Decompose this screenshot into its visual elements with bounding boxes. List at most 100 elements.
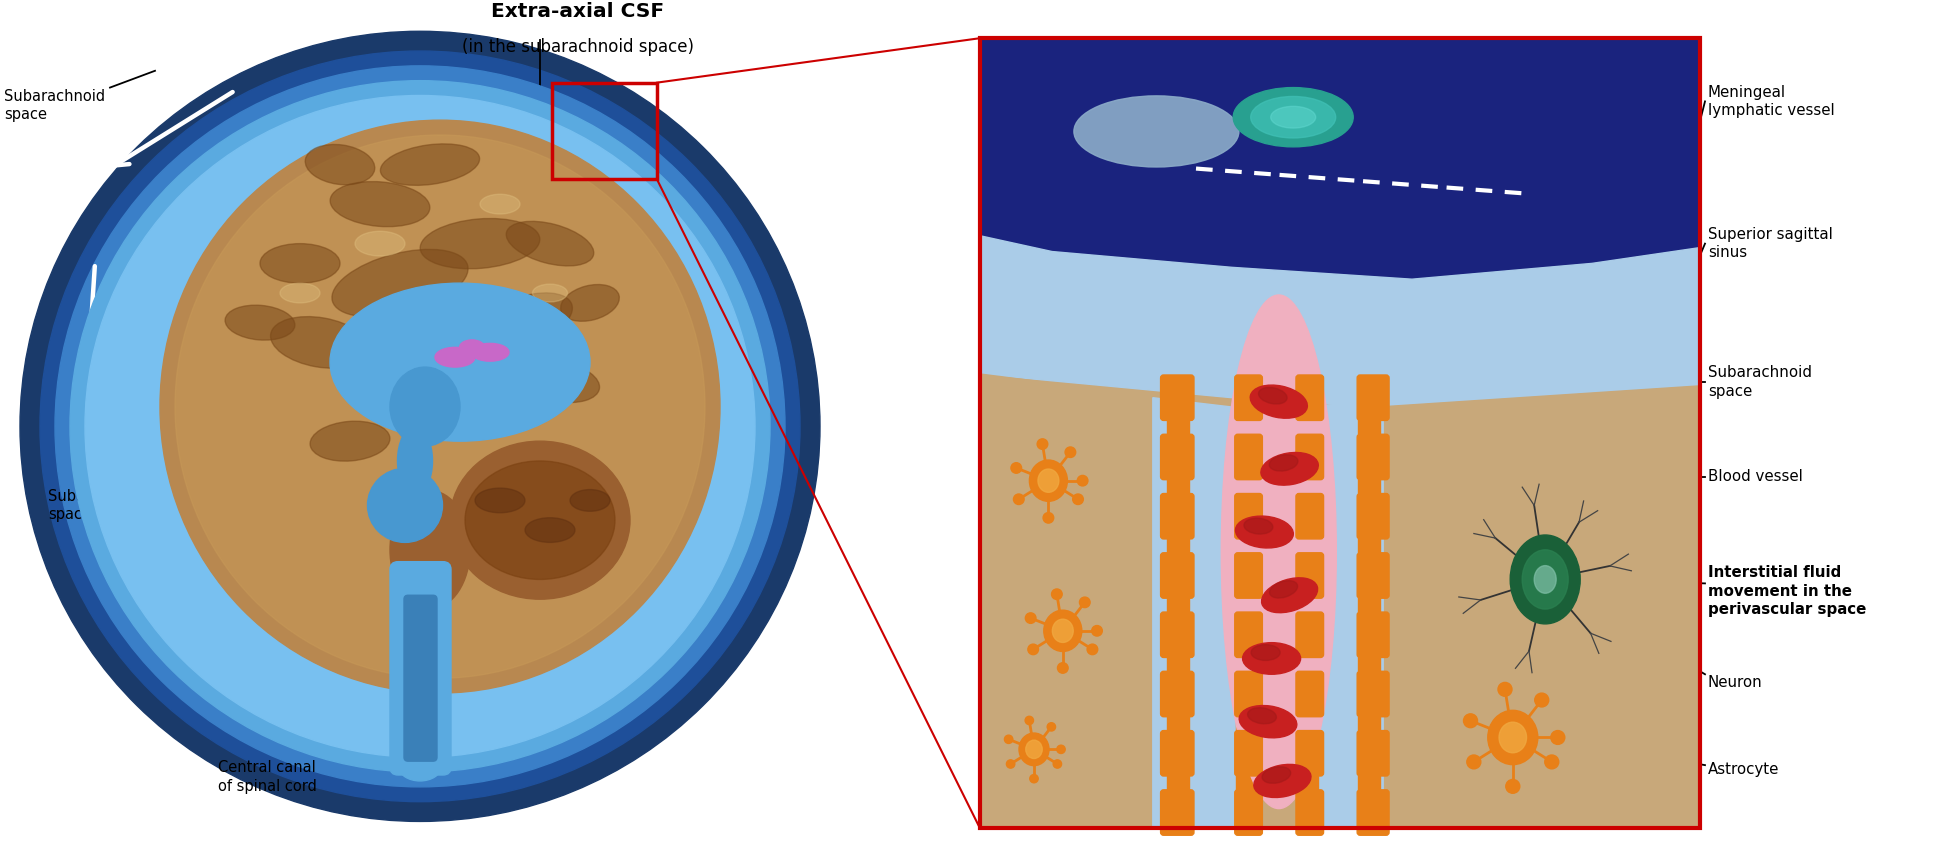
Ellipse shape	[1220, 295, 1335, 809]
FancyBboxPatch shape	[1357, 375, 1388, 420]
Text: Third
ventricle: Third ventricle	[358, 399, 413, 428]
Ellipse shape	[1466, 755, 1480, 769]
FancyBboxPatch shape	[1159, 612, 1193, 657]
Ellipse shape	[330, 181, 430, 227]
Text: Subarachnoid
space: Subarachnoid space	[1707, 366, 1810, 399]
Ellipse shape	[465, 461, 614, 580]
Ellipse shape	[420, 291, 579, 374]
Text: Subarachnoid
space: Subarachnoid space	[49, 489, 149, 522]
Ellipse shape	[305, 145, 375, 185]
Ellipse shape	[1251, 645, 1279, 661]
Ellipse shape	[1261, 767, 1290, 783]
FancyBboxPatch shape	[1159, 434, 1193, 479]
FancyBboxPatch shape	[1234, 730, 1261, 776]
Ellipse shape	[569, 490, 610, 511]
FancyBboxPatch shape	[1234, 375, 1261, 420]
Ellipse shape	[1005, 735, 1013, 744]
FancyBboxPatch shape	[1234, 790, 1261, 835]
Ellipse shape	[1247, 708, 1277, 724]
Ellipse shape	[1052, 589, 1062, 599]
Ellipse shape	[1024, 716, 1032, 724]
Text: Blood vessel: Blood vessel	[1707, 469, 1803, 484]
Ellipse shape	[520, 361, 600, 402]
Ellipse shape	[1087, 644, 1097, 655]
FancyBboxPatch shape	[1296, 375, 1324, 420]
Ellipse shape	[260, 244, 340, 283]
Ellipse shape	[1077, 475, 1087, 486]
Text: Subarachnoid
space: Subarachnoid space	[211, 547, 303, 576]
Text: Meningeal
lymphatic vessel: Meningeal lymphatic vessel	[1707, 85, 1834, 118]
Text: Arachnoid
granulation: Arachnoid granulation	[1001, 116, 1099, 150]
Ellipse shape	[561, 284, 620, 321]
FancyBboxPatch shape	[1357, 671, 1388, 716]
FancyBboxPatch shape	[1357, 790, 1388, 835]
Ellipse shape	[332, 249, 467, 317]
Ellipse shape	[1038, 469, 1058, 492]
FancyBboxPatch shape	[1234, 434, 1261, 479]
Ellipse shape	[1024, 740, 1042, 758]
Ellipse shape	[1036, 439, 1048, 449]
Ellipse shape	[1013, 494, 1024, 504]
Ellipse shape	[426, 372, 514, 411]
FancyBboxPatch shape	[389, 562, 452, 775]
Ellipse shape	[1261, 453, 1318, 485]
Ellipse shape	[270, 317, 369, 368]
Ellipse shape	[174, 135, 704, 678]
Text: 4th
ventricle: 4th ventricle	[342, 515, 397, 544]
Ellipse shape	[1550, 730, 1564, 745]
Ellipse shape	[1535, 693, 1548, 707]
Polygon shape	[1167, 395, 1189, 829]
Ellipse shape	[1026, 644, 1038, 655]
Ellipse shape	[1521, 550, 1568, 609]
Text: Subarachnoid
space: Subarachnoid space	[4, 88, 106, 122]
Text: Neuron: Neuron	[1707, 675, 1761, 690]
Ellipse shape	[467, 293, 573, 353]
Ellipse shape	[160, 120, 719, 693]
Ellipse shape	[1257, 388, 1286, 404]
FancyBboxPatch shape	[1234, 671, 1261, 716]
Ellipse shape	[379, 144, 479, 186]
Ellipse shape	[225, 305, 295, 340]
FancyBboxPatch shape	[1357, 434, 1388, 479]
FancyBboxPatch shape	[405, 595, 436, 761]
Polygon shape	[979, 374, 1181, 829]
Ellipse shape	[1091, 626, 1103, 636]
FancyBboxPatch shape	[1159, 671, 1193, 716]
Ellipse shape	[1249, 97, 1335, 138]
Polygon shape	[1296, 398, 1382, 829]
Ellipse shape	[368, 468, 442, 543]
FancyBboxPatch shape	[1234, 553, 1261, 598]
Ellipse shape	[1046, 722, 1056, 731]
Ellipse shape	[1271, 106, 1316, 128]
FancyBboxPatch shape	[1296, 494, 1324, 539]
Ellipse shape	[1544, 755, 1558, 769]
Ellipse shape	[1498, 682, 1511, 696]
Ellipse shape	[1232, 87, 1353, 147]
Ellipse shape	[375, 336, 504, 407]
Ellipse shape	[1056, 746, 1065, 753]
Ellipse shape	[1019, 733, 1048, 765]
Polygon shape	[1339, 386, 1699, 829]
Ellipse shape	[1024, 613, 1036, 623]
Ellipse shape	[1269, 455, 1298, 471]
FancyBboxPatch shape	[1296, 612, 1324, 657]
Ellipse shape	[389, 367, 459, 446]
Ellipse shape	[1239, 705, 1296, 738]
Ellipse shape	[1269, 580, 1296, 598]
Text: Brain
parenchyma: Brain parenchyma	[993, 467, 1116, 510]
Bar	[551, 83, 657, 180]
Ellipse shape	[1253, 764, 1310, 798]
Ellipse shape	[1071, 494, 1083, 504]
FancyBboxPatch shape	[1296, 730, 1324, 776]
Ellipse shape	[389, 490, 469, 609]
Polygon shape	[1296, 408, 1318, 829]
Ellipse shape	[20, 32, 819, 822]
Ellipse shape	[1462, 714, 1476, 728]
Ellipse shape	[1509, 535, 1580, 624]
Text: Choroid plexus: Choroid plexus	[430, 332, 518, 345]
FancyBboxPatch shape	[1159, 375, 1193, 420]
Ellipse shape	[330, 283, 590, 441]
Ellipse shape	[1011, 463, 1021, 473]
Ellipse shape	[1241, 643, 1300, 675]
FancyBboxPatch shape	[1357, 553, 1388, 598]
